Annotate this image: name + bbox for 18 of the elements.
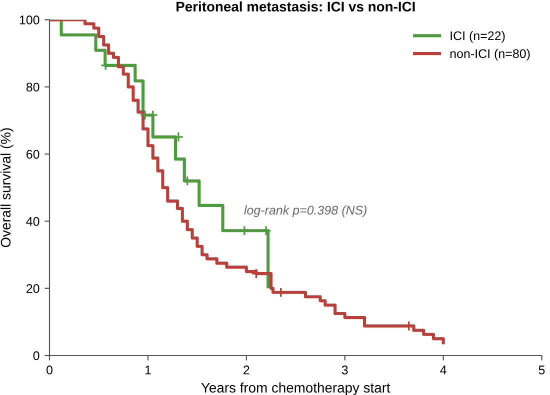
y-axis-title: Overall survival (%) <box>0 128 14 248</box>
chart-title: Peritoneal metastasis: ICI vs non-ICI <box>176 1 415 12</box>
x-tick-label: 5 <box>538 366 545 374</box>
y-tick-label: 60 <box>26 150 40 159</box>
legend-label: ICI (n=22) <box>450 31 505 43</box>
x-tick-label: 3 <box>342 366 348 374</box>
legend-label: non-ICI (n=80) <box>450 48 530 61</box>
x-tick-label: 4 <box>440 366 446 374</box>
x-tick-label: 0 <box>46 366 52 374</box>
y-tick-label: 0 <box>33 351 40 360</box>
x-tick-label: 1 <box>145 366 151 374</box>
y-tick-label: 100 <box>20 16 40 24</box>
y-tick-label: 80 <box>26 82 40 92</box>
x-tick-label: 2 <box>244 366 250 374</box>
y-tick-label: 20 <box>26 284 40 293</box>
y-tick-label: 40 <box>26 217 40 226</box>
x-axis-title: Years from chemotherapy start <box>201 382 390 395</box>
annotation: log-rank p=0.398 (NS) <box>244 205 367 218</box>
